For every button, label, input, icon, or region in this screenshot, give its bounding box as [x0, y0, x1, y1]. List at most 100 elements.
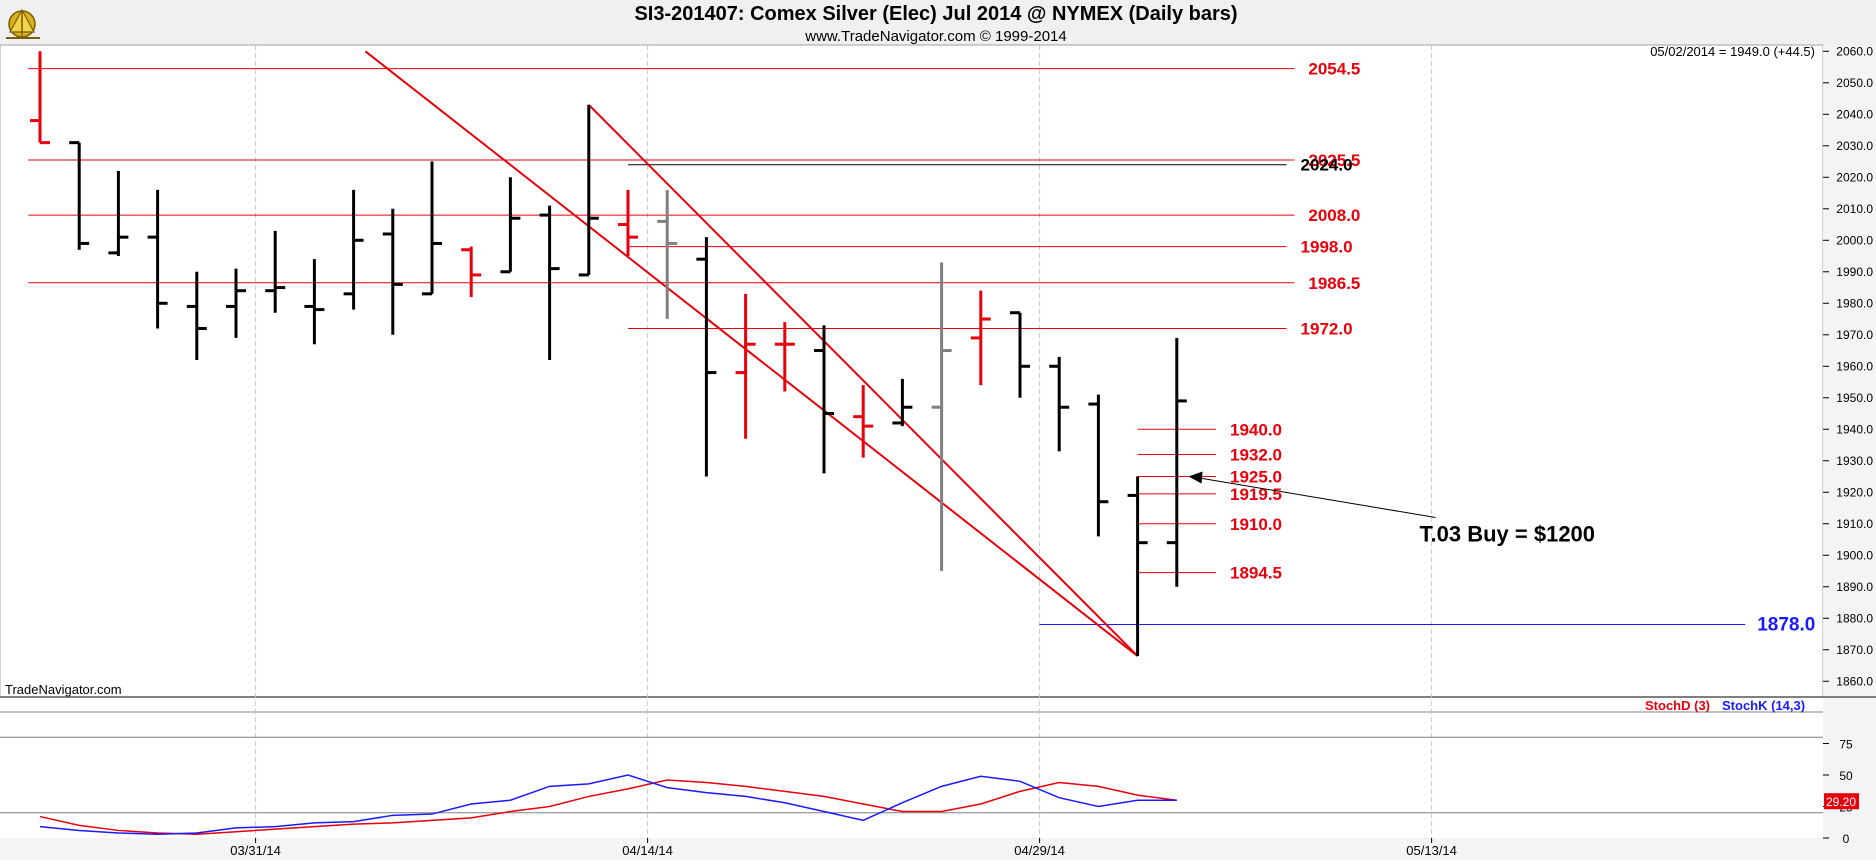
- trendline-layer: [364, 50, 1139, 657]
- price-panel-frame: [0, 44, 1824, 698]
- ohlc-bar: [696, 237, 717, 477]
- x-axis-band: [0, 838, 1823, 860]
- ohlc-bar: [30, 51, 50, 145]
- x-tick-label: 03/31/14: [230, 843, 281, 858]
- ohlc-bar: [618, 189, 638, 257]
- annotation-layer: T.03 Buy = $1200: [1188, 471, 1596, 546]
- level-label: 1910.0: [1230, 515, 1282, 534]
- ohlc-bar: [853, 385, 874, 458]
- y-tick-label: 1890.0: [1836, 580, 1873, 594]
- ohlc-bar: [422, 161, 442, 296]
- ohlc-bar: [1166, 337, 1187, 587]
- level-label: 2025.5: [1308, 151, 1360, 170]
- ohlc-bar: [578, 104, 599, 277]
- y-tick-label: 1930.0: [1836, 454, 1873, 468]
- ohlc-bar: [343, 189, 364, 310]
- ohlc-bar-layer: [30, 51, 1187, 657]
- y-tick-label: 2000.0: [1836, 233, 1873, 247]
- level-label: 1940.0: [1230, 420, 1282, 439]
- level-label: 1932.0: [1230, 445, 1282, 464]
- x-tick-label: 05/13/14: [1406, 843, 1457, 858]
- grid-layer: [255, 45, 1433, 838]
- ohlc-bar: [892, 378, 913, 427]
- chart-title: SI3-201407: Comex Silver (Elec) Jul 2014…: [634, 3, 1237, 25]
- stoch-y-tick-label: 0: [1843, 832, 1850, 846]
- ohlc-bar: [1088, 394, 1109, 537]
- y-tick-label: 2060.0: [1836, 44, 1873, 58]
- ohlc-bar: [382, 208, 403, 335]
- date-x-axis: 03/31/14 04/14/14 04/29/14 05/13/14: [230, 838, 1457, 858]
- ohlc-bar: [69, 141, 90, 250]
- level-label: 1894.5: [1230, 564, 1282, 583]
- stoch-last-value-box: [1824, 793, 1859, 810]
- level-label: 2054.5: [1308, 60, 1360, 79]
- ohlc-bar: [304, 259, 325, 345]
- y-tick-label: 2050.0: [1836, 76, 1873, 90]
- y-axis-band: [1823, 45, 1876, 860]
- ohlc-bar: [147, 189, 168, 329]
- ohlc-bar: [970, 290, 991, 386]
- level-label: 1878.0: [1757, 615, 1815, 636]
- sextant-logo-icon: [6, 8, 40, 39]
- stochastic-layer: 0255075StochD (3)StochK (14,3)29.20: [0, 698, 1859, 846]
- y-tick-label: 1970.0: [1836, 328, 1873, 342]
- annotation-arrow-line: [1196, 477, 1436, 518]
- ohlc-bar: [265, 230, 286, 313]
- x-tick-label: 04/14/14: [622, 843, 673, 858]
- level-label: 1986.5: [1308, 274, 1360, 293]
- y-tick-label: 1910.0: [1836, 517, 1873, 531]
- stoch-y-tick-label: 50: [1839, 769, 1853, 783]
- stoch-legend-k: StochK (14,3): [1722, 698, 1805, 713]
- ohlc-bar: [814, 325, 834, 474]
- ohlc-bar: [539, 205, 560, 360]
- stoch-series-line: [39, 779, 1177, 835]
- stoch-y-tick-label: 75: [1839, 738, 1853, 752]
- ohlc-bar: [500, 177, 521, 274]
- ohlc-bar: [1127, 476, 1148, 657]
- ohlc-bar: [186, 271, 207, 360]
- y-tick-label: 2030.0: [1836, 139, 1873, 153]
- ohlc-bar: [931, 262, 952, 572]
- ohlc-bar: [1049, 356, 1070, 452]
- level-label: 1998.0: [1301, 238, 1353, 257]
- ohlc-bar: [461, 246, 482, 297]
- ohlc-bar: [657, 189, 678, 320]
- y-tick-label: 1990.0: [1836, 265, 1873, 279]
- price-y-axis: 1860.0 1870.0 1880.0 1890.0 1900.0 1910.0 1920…: [1823, 44, 1873, 688]
- y-tick-label: 1920.0: [1836, 485, 1873, 499]
- chart-subtitle: www.TradeNavigator.com © 1999-2014: [804, 28, 1066, 45]
- level-label: 1972.0: [1301, 319, 1353, 338]
- y-tick-label: 1940.0: [1836, 422, 1873, 436]
- y-tick-label: 2040.0: [1836, 107, 1873, 121]
- trendline: [588, 104, 1139, 657]
- ohlc-bar: [1010, 311, 1030, 398]
- y-tick-label: 1950.0: [1836, 391, 1873, 405]
- stoch-legend-d: StochD (3): [1645, 698, 1710, 713]
- watermark: TradeNavigator.com: [5, 682, 122, 697]
- level-label: 2008.0: [1308, 206, 1360, 225]
- y-tick-label: 1860.0: [1836, 674, 1873, 688]
- y-tick-label: 2010.0: [1836, 202, 1873, 216]
- ohlc-bar: [735, 293, 756, 439]
- last-quote: 05/02/2014 = 1949.0 (+44.5): [1650, 44, 1815, 59]
- arrow-head-icon: [1188, 471, 1203, 484]
- y-tick-label: 1870.0: [1836, 643, 1873, 657]
- ohlc-bar: [108, 170, 129, 257]
- y-tick-label: 2020.0: [1836, 170, 1873, 184]
- x-tick-label: 04/29/14: [1014, 843, 1065, 858]
- stoch-last-value: 29.20: [1826, 795, 1856, 809]
- header-band: [0, 0, 1876, 45]
- level-label: 2024.0: [1301, 156, 1353, 175]
- trendline: [364, 50, 1139, 657]
- level-label: 1925.0: [1230, 468, 1282, 487]
- stoch-series-line: [39, 774, 1177, 835]
- ohlc-bar: [774, 322, 795, 392]
- y-tick-label: 1900.0: [1836, 548, 1873, 562]
- annotation-text: T.03 Buy = $1200: [1420, 521, 1596, 546]
- y-tick-label: 1880.0: [1836, 611, 1873, 625]
- ohlc-bar: [226, 268, 246, 338]
- y-tick-label: 1960.0: [1836, 359, 1873, 373]
